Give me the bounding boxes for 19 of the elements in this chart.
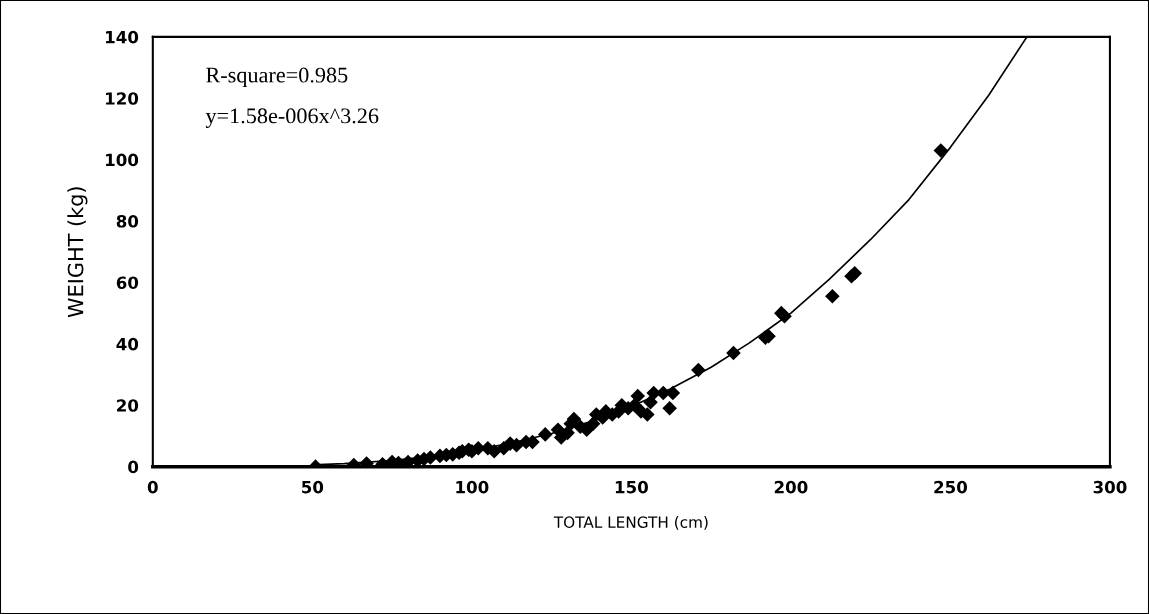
x-tick-label: 50 <box>302 480 324 494</box>
x-tick-label: 100 <box>456 480 489 494</box>
y-tick-label: 100 <box>106 153 139 167</box>
y-tick-label: 40 <box>116 337 139 351</box>
y-axis-title: WEIGHT (kg) <box>67 187 88 318</box>
x-tick-label: 300 <box>1093 480 1127 494</box>
y-tick-label: 20 <box>117 399 139 412</box>
y-tick-label: 0 <box>128 460 139 474</box>
y-tick-label: 60 <box>116 276 139 290</box>
y-tick-label: 80 <box>116 215 139 228</box>
x-tick-label: 0 <box>147 480 158 494</box>
annotation: R-square=0.985 <box>206 67 348 88</box>
x-tick-label: 150 <box>615 480 648 494</box>
x-tick-label: 200 <box>774 480 808 494</box>
y-tick-label: 140 <box>106 30 139 44</box>
x-axis-title: TOTAL LENGTH (cm) <box>553 516 708 530</box>
annotation: y=1.58e-006x^3.26 <box>205 108 379 128</box>
x-tick-label: 250 <box>934 480 968 494</box>
y-tick-label: 120 <box>106 92 139 105</box>
